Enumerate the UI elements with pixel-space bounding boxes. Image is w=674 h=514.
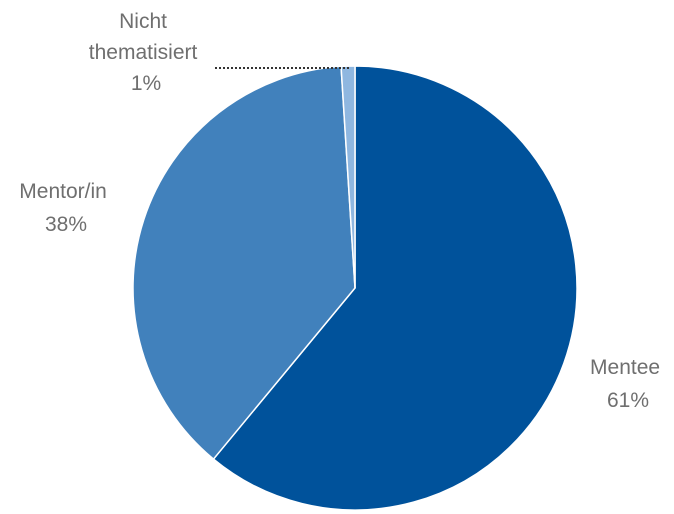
pie-slice-nicht-thematisiert	[340, 65, 356, 289]
pie-slice-mentor-in	[132, 65, 356, 461]
slice-label-nicht-thematisiert-value: 1%	[131, 72, 161, 95]
slice-label-mentor-in: Mentor/in 38%	[19, 180, 112, 236]
slice-label-mentor-in-value: 38%	[45, 213, 87, 236]
pie-slices	[132, 65, 578, 511]
slice-label-mentee-value: 61%	[607, 389, 649, 412]
slice-label-nicht-thematisiert-name-line-1: Nicht	[119, 10, 167, 33]
slice-label-mentee-name: Mentee	[590, 356, 660, 379]
slice-label-nicht-thematisiert-name-line-2: thematisiert	[89, 41, 198, 64]
slice-label-nicht-thematisiert: Nicht thematisiert 1%	[89, 10, 203, 95]
pie-slice-mentee	[212, 65, 578, 511]
slice-label-mentor-in-name: Mentor/in	[19, 180, 107, 203]
slice-label-mentee: Mentee 61%	[590, 356, 666, 412]
